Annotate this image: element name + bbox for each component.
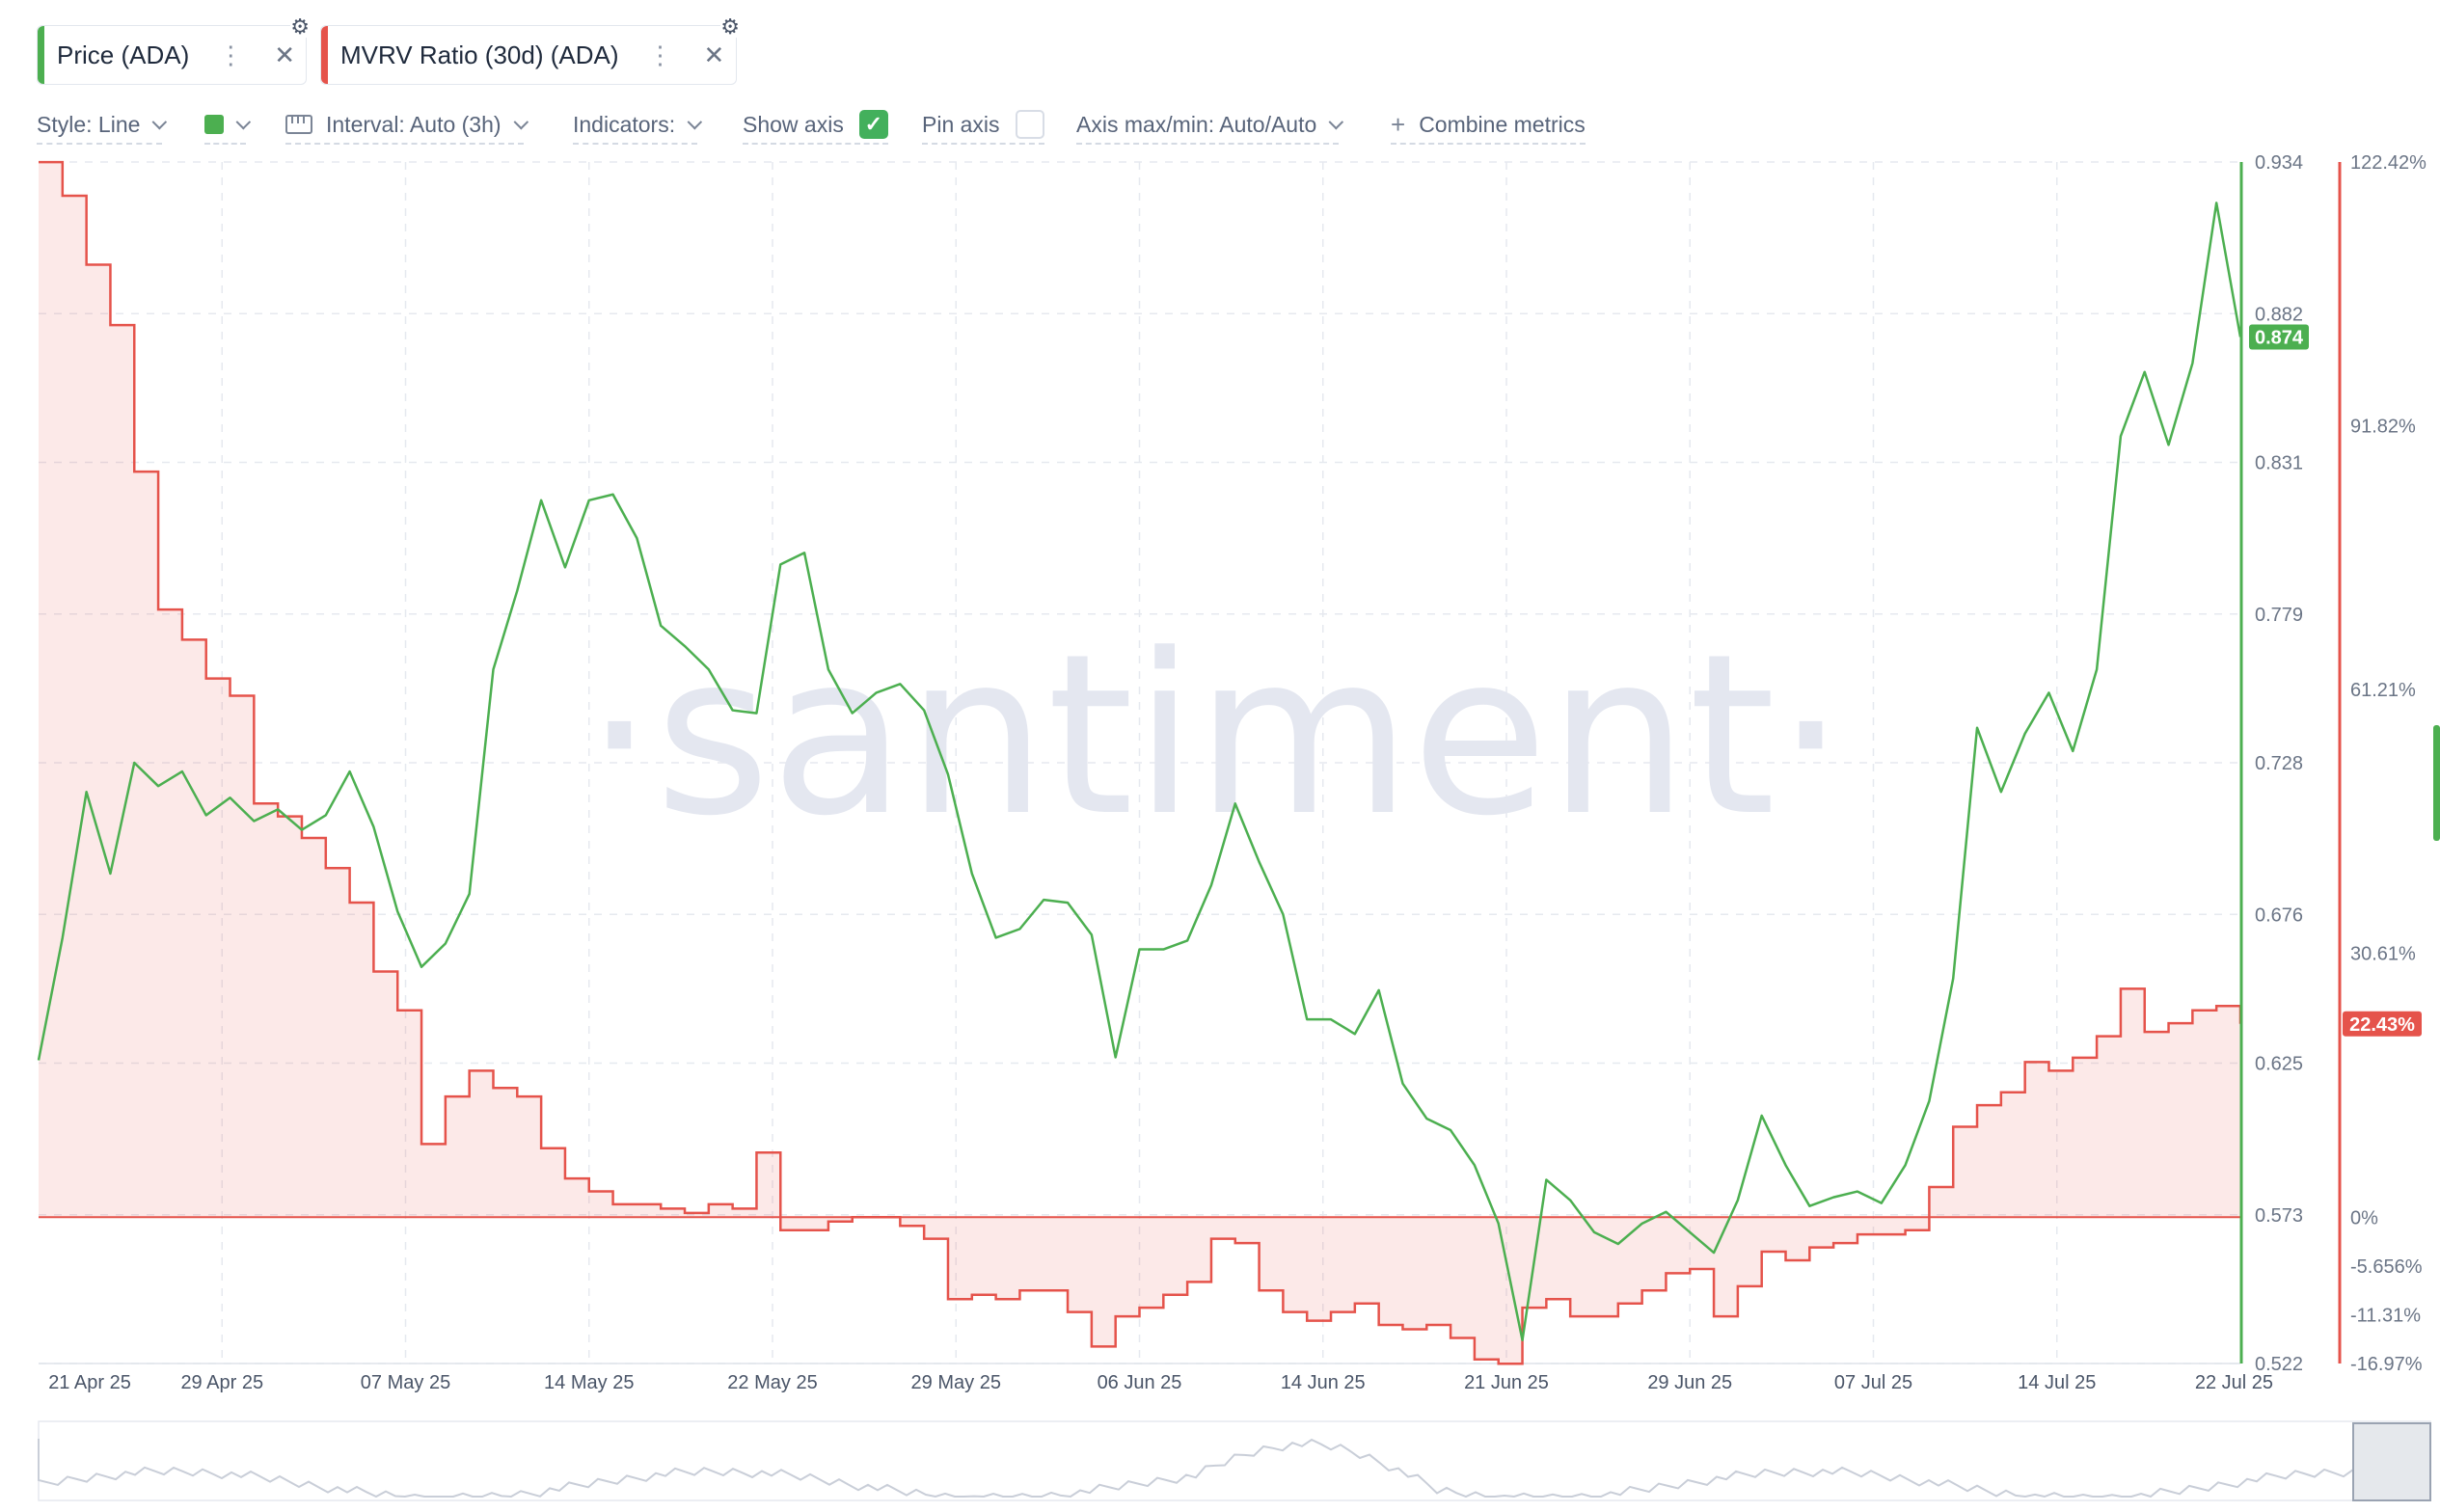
price-axis-tick: 0.573 [2255,1205,2303,1227]
date-axis-tick: 07 May 25 [361,1372,450,1393]
color-swatch [204,115,224,134]
show-axis-checkbox[interactable]: ✓ [858,110,888,139]
interval-dropdown[interactable]: Interval: Auto (3h) [285,106,529,145]
more-options-icon[interactable]: ⋮ [647,40,673,69]
price-line [37,202,2242,1342]
date-axis-tick: 29 Apr 25 [180,1372,263,1393]
combine-metrics-label: Combine metrics [1419,111,1586,137]
indicators-dropdown[interactable]: Indicators: [573,106,703,145]
price-axis-tick: 0.831 [2255,453,2303,474]
close-icon[interactable]: ✕ [274,40,296,69]
mvrv-axis-tick: 0% [2350,1207,2378,1228]
ruler-icon [285,115,312,134]
mvrv-axis-tick: -11.31% [2350,1305,2421,1326]
price-axis-tick: 0.728 [2255,753,2303,774]
metric-tab-mvrv[interactable]: MVRV Ratio (30d) (ADA) ⋮ ✕ ⚙ [320,16,740,85]
pin-axis-label: Pin axis [922,111,1000,137]
tab-color-accent [321,26,328,84]
date-axis-tick: 07 Jul 25 [1834,1372,1912,1393]
series-layer [37,160,2242,1365]
metric-tab-price[interactable]: Price (ADA) ⋮ ✕ ⚙ [37,16,310,85]
axes-layer: 0.934 0.882 0.831 0.779 0.728 0.676 0.625 0.573… [48,152,2440,1393]
price-axis-tick: 0.882 [2255,304,2303,325]
pin-axis-toggle[interactable]: Pin axis [922,106,1044,145]
navigator-selection [2352,1422,2431,1501]
mvrv-axis-tick: 61.21% [2350,680,2416,701]
style-label: Style: Line [37,111,141,137]
date-axis-tick: 22 May 25 [727,1372,817,1393]
close-icon[interactable]: ✕ [703,40,725,69]
axis-maxmin-label: Axis max/min: Auto/Auto [1076,111,1317,137]
combine-metrics-button[interactable]: + Combine metrics [1391,106,1586,145]
date-axis-tick: 14 Jun 25 [1281,1372,1366,1393]
date-axis-tick: 22 Jul 25 [2195,1372,2273,1393]
santiment-watermark: ·santiment· [584,608,1846,865]
price-current-badge [2249,324,2309,350]
tab-label: Price (ADA) [57,40,190,69]
style-dropdown[interactable]: Style: Line [37,106,168,145]
mvrv-current-badge [2343,1011,2422,1037]
color-dropdown[interactable] [204,106,252,145]
more-options-icon[interactable]: ⋮ [218,40,243,69]
price-axis-tick: 0.779 [2255,605,2303,626]
date-axis-tick: 29 Jun 25 [1647,1372,1732,1393]
mvrv-axis-tick: 30.61% [2350,944,2416,965]
mvrv-axis-tick: -16.97% [2350,1354,2423,1375]
date-axis-tick: 14 May 25 [544,1372,634,1393]
gear-icon[interactable]: ⚙ [290,14,310,39]
mvrv-axis-tick: 122.42% [2350,152,2426,174]
show-axis-toggle[interactable]: Show axis ✓ [743,106,888,145]
gear-icon[interactable]: ⚙ [720,14,740,39]
interval-label: Interval: Auto (3h) [326,111,502,137]
price-axis-tick: 0.934 [2255,152,2303,174]
time-navigator[interactable] [38,1420,2431,1501]
axis-maxmin-dropdown[interactable]: Axis max/min: Auto/Auto [1076,106,1344,145]
show-axis-label: Show axis [743,111,844,137]
date-axis-tick: 21 Jun 25 [1464,1372,1549,1393]
price-axis-tick: 0.625 [2255,1054,2303,1075]
price-axis-tick: 0.522 [2255,1354,2303,1375]
date-axis-tick: 14 Jul 25 [2018,1372,2096,1393]
tab-label: MVRV Ratio (30d) (ADA) [340,40,619,69]
price-axis-tick: 0.676 [2255,904,2303,926]
navigator-frame [38,1420,2431,1501]
mvrv-axis-tick: -5.656% [2350,1256,2423,1278]
plus-icon: + [1391,109,1406,139]
chart-grid [39,161,2240,1364]
mvrv-line [39,160,2242,1365]
tab-color-accent [38,26,44,84]
date-axis-tick: 06 Jun 25 [1098,1372,1182,1393]
mvrv-current-label: 22.43% [2349,1014,2415,1036]
pin-axis-checkbox[interactable] [1015,110,1044,139]
scroll-handle [2433,725,2440,841]
date-axis-tick: 29 May 25 [911,1372,1001,1393]
price-current-label: 0.874 [2255,327,2304,348]
navigator-line [38,1438,2354,1498]
date-axis-tick: 21 Apr 25 [48,1372,131,1393]
mvrv-axis-tick: 91.82% [2350,417,2416,438]
indicators-label: Indicators: [573,111,676,137]
